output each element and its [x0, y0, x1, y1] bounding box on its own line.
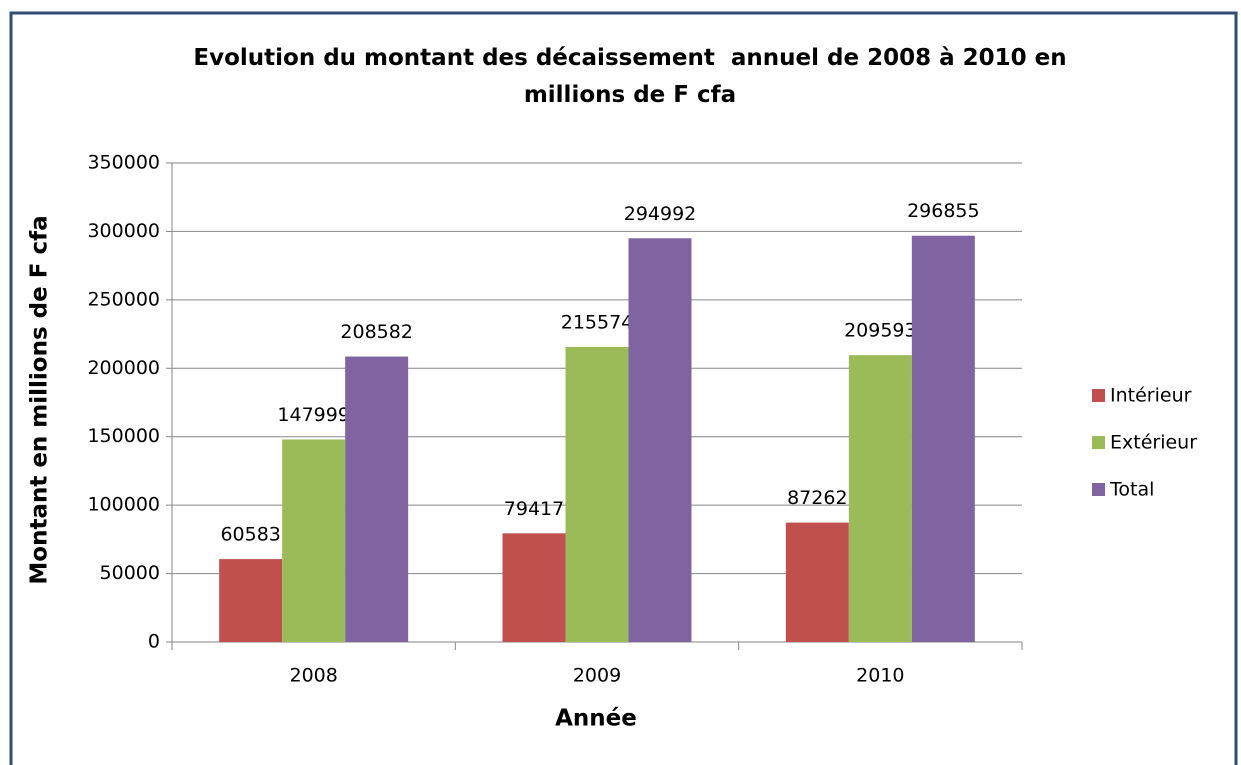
bar	[911, 235, 975, 642]
x-axis-label: Année	[555, 706, 637, 732]
x-tick-label: 2009	[573, 665, 621, 687]
y-tick-label: 50000	[100, 562, 160, 584]
y-tick-label: 0	[148, 631, 160, 653]
y-tick-label: 100000	[87, 494, 160, 516]
y-axis-label: Montant en millions de F cfa	[27, 215, 53, 584]
legend-swatch	[1092, 389, 1105, 402]
bar	[219, 559, 283, 642]
x-tick-label: 2010	[856, 665, 904, 687]
y-tick-label: 300000	[87, 220, 160, 242]
data-label: 60583	[220, 524, 280, 546]
y-tick-label: 250000	[87, 288, 160, 310]
data-label: 147999	[277, 404, 350, 426]
bar	[345, 356, 409, 642]
bar	[848, 355, 912, 642]
bar	[502, 533, 566, 642]
data-label: 79417	[504, 498, 564, 520]
frame	[9, 11, 1238, 765]
legend-label: Extérieur	[1110, 432, 1197, 454]
x-tick-label: 2008	[289, 665, 337, 687]
legend-label: Total	[1109, 479, 1154, 501]
bar	[282, 439, 346, 642]
data-label: 87262	[787, 487, 847, 509]
data-label: 209593	[844, 320, 917, 342]
chart-title: Evolution du montant des décaissement an…	[193, 45, 1075, 108]
y-tick-label: 200000	[87, 357, 160, 379]
data-label: 208582	[340, 321, 413, 343]
bar	[628, 238, 692, 642]
y-tick-label: 350000	[87, 152, 160, 174]
legend-swatch	[1092, 436, 1105, 449]
legend-swatch	[1092, 483, 1105, 496]
legend-label: Intérieur	[1110, 385, 1192, 407]
bar	[785, 522, 849, 642]
data-label: 296855	[907, 200, 980, 222]
bar	[565, 346, 629, 642]
data-label: 215574	[561, 311, 634, 333]
y-tick-label: 150000	[87, 425, 160, 447]
data-label: 294992	[624, 203, 697, 225]
